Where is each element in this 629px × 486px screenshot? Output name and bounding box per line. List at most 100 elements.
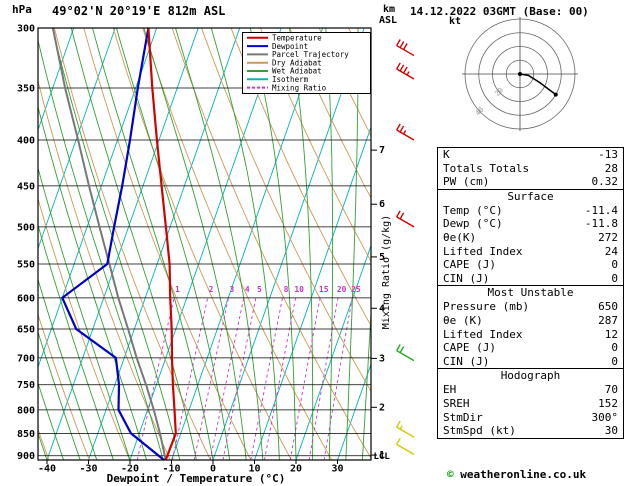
index-label: SREH [443,396,470,410]
mixing-ratio-label: 5 [257,285,262,294]
x-axis: -40 -30 -20 -10 0 10 20 30 Dewpoint / Temperatur… [38,460,344,485]
legend-label: Isotherm [272,75,309,84]
mixing-ratio-label: 20 [337,285,347,294]
mixing-ratio-label: 15 [319,285,329,294]
index-value: 650 [598,300,618,314]
index-value: 300° [591,410,619,424]
indices-section: Most Unstable Pressure (mb) 650 θe (K) 287 Li… [437,285,624,370]
wind-barb [396,68,415,80]
pressure-tick-label: 450 [17,181,35,192]
index-row: CAPE (J) 0 [438,341,623,355]
x-tick-label: -30 [79,464,97,475]
index-row: Temp (°C) -11.4 [438,204,623,218]
pressure-tick-label: 350 [17,84,35,95]
index-value: 0 [611,258,618,272]
index-label: θe (K) [443,313,483,327]
x-tick-label: 30 [331,464,343,475]
mixing-ratio-label: 4 [245,285,250,294]
index-row: SREH 152 [438,397,623,411]
index-label: Temp (°C) [443,203,503,217]
index-label: Totals Totals [443,161,530,175]
index-value: 30 [604,424,618,438]
wind-barbs [396,39,415,456]
wind-barb [396,350,415,362]
pressure-tick-label: 650 [17,325,35,336]
index-row: Dewp (°C) -11.8 [438,217,623,231]
km-tick-label: 7 [379,145,385,156]
index-label: StmSpd (kt) [443,424,516,438]
pressure-tick-label: 750 [17,380,35,391]
index-value: 0 [611,354,618,368]
x-tick-label: 20 [290,464,302,475]
indices-section: Hodograph EH 70 SREH 152 StmDir 300° StmSpd (kt… [437,368,624,439]
hodograph: 20 40 kt [449,16,578,131]
index-label: Lifted Index [443,327,523,341]
km-tick-label: 2 [379,402,385,413]
mixing-ratio-label: 25 [351,285,361,294]
mixing-ratio-label: 2 [209,285,214,294]
mixing-ratio-lines: 1 2 3 4 5 8 10 15 20 25 [136,285,361,460]
km-tick-label: 1 [379,450,385,461]
storm-motion-dot [553,92,558,97]
mixing-ratio-label: 1 [175,285,180,294]
x-axis-title: Dewpoint / Temperature (°C) [107,472,286,485]
legend-label: Dry Adiabat [272,58,322,67]
index-value: 272 [598,230,618,244]
index-row: CIN (J) 0 [438,272,623,286]
mixing-ratio-label: 8 [284,285,289,294]
index-label: EH [443,383,457,397]
copyright: © weatheronline.co.uk [447,468,586,481]
km-axis-unit: km [383,4,395,15]
pressure-tick-label: 550 [17,259,35,270]
index-row: Totals Totals 28 [438,162,623,176]
legend-label: Wet Adiabat [272,67,322,76]
hodograph-unit-label: kt [449,16,461,27]
lcl-label: LCL [374,452,391,462]
pressure-tick-label: 300 [17,24,35,35]
x-tick-label: -20 [121,464,139,475]
x-tick-label: -40 [38,464,56,475]
index-value: 70 [604,383,618,397]
index-row: θe (K) 287 [438,314,623,328]
hodograph-ring-label: 20 [493,86,505,98]
pressure-tick-label: 850 [17,429,35,440]
mixing-ratio-axis-title: Mixing Ratio (g/kg) [381,215,392,329]
index-row: PW (cm) 0.32 [438,175,623,189]
index-value: 12 [604,327,618,341]
isotherm-lines [38,28,371,460]
index-value: 287 [598,313,618,327]
index-label: CIN (J) [443,271,490,285]
run-date: 14.12.2022 03GMT (Base: 00) [410,5,589,18]
indices-section: Surface Temp (°C) -11.4 Dewp (°C) -11.8 θe(K)… [437,188,624,287]
km-tick-label: 5 [379,252,385,263]
x-tick-label: 0 [210,464,216,475]
index-label: PW (cm) [443,175,490,189]
x-tick-label: 10 [248,464,260,475]
mixing-ratio-label: 3 [230,285,235,294]
index-label: StmDir [443,410,483,424]
index-value: 0 [611,341,618,355]
index-row: Lifted Index 12 [438,328,623,342]
section-title: Hodograph [500,369,561,383]
wind-barb [396,443,415,456]
index-row: StmSpd (kt) 30 [438,424,623,438]
indices-section: K -13 Totals Totals 28 PW (cm) 0.32 [437,147,624,190]
wind-barb [396,426,415,438]
km-axis-unit-asl: ASL [379,15,397,26]
sounding-profiles [51,28,177,460]
parcel-trajectory-curve [51,28,167,460]
legend-label: Dewpoint [272,42,308,51]
index-value: 0 [611,271,618,285]
wind-barb [396,129,415,141]
wind-barb [396,44,415,57]
copyright-symbol: © [447,468,454,481]
km-tick-label: 3 [379,353,385,364]
mixing-ratio-label: 10 [294,285,304,294]
index-row: EH 70 [438,383,623,397]
index-label: θe(K) [443,230,477,244]
index-label: Pressure (mb) [443,300,530,314]
index-label: Lifted Index [443,244,523,258]
index-label: CAPE (J) [443,341,496,355]
